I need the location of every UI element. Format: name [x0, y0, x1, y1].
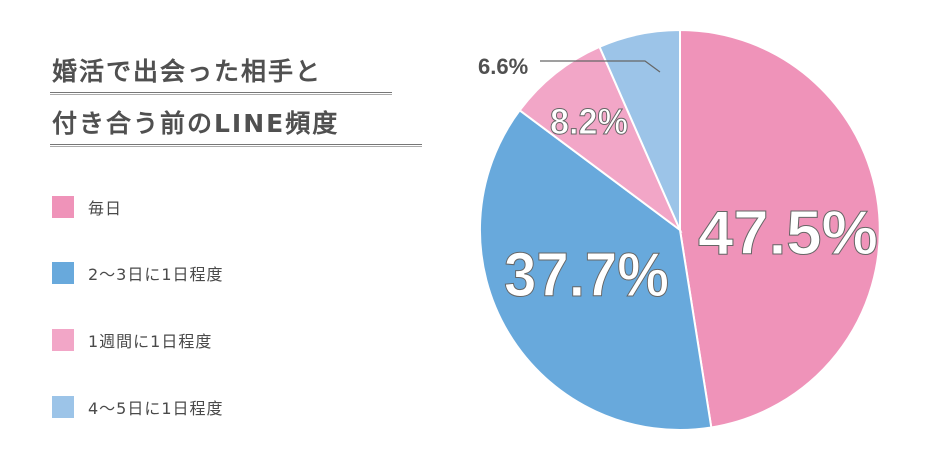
legend-swatch	[52, 196, 74, 218]
legend-item-2-3-days: 2～3日に1日程度	[52, 261, 224, 285]
label-daily: 47.5%	[698, 199, 878, 268]
legend-label: 2～3日に1日程度	[88, 265, 224, 284]
legend-item-daily: 毎日	[52, 195, 122, 219]
slice-weekly	[518, 45, 683, 234]
legend-swatch	[52, 396, 74, 418]
label-weekly: 8.2%	[550, 101, 628, 142]
title-underline-2	[50, 144, 422, 147]
leader-line	[540, 60, 661, 73]
slice-daily	[679, 28, 881, 429]
legend-item-4-5-days: 4～5日に1日程度	[52, 395, 224, 419]
slice-4-5-days	[598, 28, 681, 231]
legend-swatch	[52, 262, 74, 284]
legend-label: 毎日	[88, 199, 123, 218]
legend-label: 4～5日に1日程度	[88, 399, 224, 418]
slice-2-3-days	[478, 108, 713, 431]
chart-title-line2: 付き合う前のLINE頻度	[52, 109, 340, 138]
legend-swatch	[52, 329, 74, 351]
legend-item-weekly: 1週間に1日程度	[52, 328, 212, 352]
legend-label: 1週間に1日程度	[88, 332, 213, 351]
label-4-5-days: 6.6%	[478, 54, 528, 79]
title-underline-1	[50, 92, 392, 95]
label-2-3-days: 37.7%	[504, 241, 669, 310]
chart-title-line1: 婚活で出会った相手と	[52, 57, 323, 86]
